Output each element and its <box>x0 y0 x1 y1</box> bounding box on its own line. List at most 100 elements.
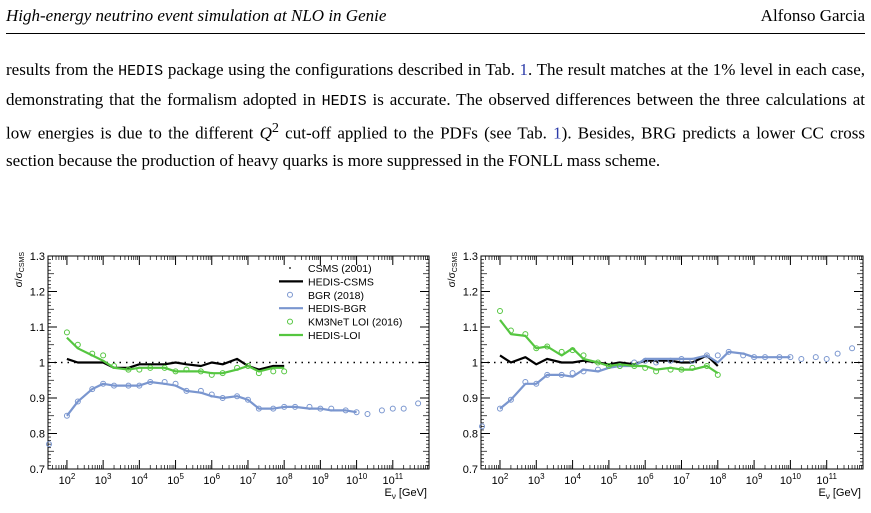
y-tick-label: 0.9 <box>463 393 478 405</box>
point-bgr-2018 <box>798 355 805 362</box>
legend-label: HEDIS-LOI <box>308 330 361 342</box>
tick-exponent: 8 <box>722 472 727 481</box>
x-tick-label: 1011 <box>383 472 404 487</box>
series-hedis-bgr <box>66 380 357 417</box>
y-label-main: σ/σ <box>14 271 25 287</box>
point-km3net-loi-2016 <box>281 368 288 375</box>
point-bgr-2018 <box>46 441 53 448</box>
point-bgr-2018 <box>479 423 486 430</box>
point-bgr-2018 <box>714 352 721 359</box>
x-tick-label: 108 <box>709 472 726 487</box>
tick-base: 10 <box>240 475 252 487</box>
x-tick-label: 1011 <box>816 472 837 487</box>
legend-marker <box>287 318 293 325</box>
y-axis-label: σ/σCSMS <box>447 252 459 288</box>
tick-base: 10 <box>276 475 288 487</box>
y-axis-label: σ/σCSMS <box>14 252 26 288</box>
point-bgr-2018 <box>389 405 396 412</box>
code-hedis: HEDIS <box>118 63 164 80</box>
legend-label: HEDIS-CSMS <box>308 276 374 288</box>
table-ref-link[interactable]: 1 <box>519 60 528 79</box>
tick-base: 10 <box>383 475 395 487</box>
x-tick-label: 104 <box>131 472 148 487</box>
text-run: cut-off applied to the PDFs (see Tab. <box>278 123 554 143</box>
tick-exponent: 11 <box>829 472 838 481</box>
tick-base: 10 <box>492 475 504 487</box>
legend-label: HEDIS-BGR <box>308 303 367 315</box>
x-tick-label: 109 <box>312 472 329 487</box>
tick-exponent: 7 <box>685 472 690 481</box>
header-rule <box>6 33 865 34</box>
figure-right: 0.7 0.8 0.9 1 1.1 1.2 1.3 102 103 104 105 106 107 108… <box>437 244 871 508</box>
tick-base: 10 <box>203 475 215 487</box>
x-label-unit: [GeV] <box>396 487 427 499</box>
x-label-unit: [GeV] <box>830 487 861 499</box>
x-tick-label: 108 <box>276 472 293 487</box>
tick-exponent: 2 <box>71 472 76 481</box>
x-tick-label: 109 <box>746 472 763 487</box>
y-tick-label: 1.3 <box>463 251 478 263</box>
tick-base: 10 <box>95 475 107 487</box>
point-bgr-2018 <box>812 354 819 361</box>
legend-marker <box>289 267 291 269</box>
tick-base: 10 <box>59 475 71 487</box>
text-run: results from the <box>6 60 119 79</box>
code-hedis: HEDIS <box>321 92 367 110</box>
y-tick-label: 0.7 <box>463 464 478 476</box>
tick-exponent: 5 <box>613 472 618 481</box>
q-exponent: 2 <box>271 120 279 137</box>
page-header: High-energy neutrino event simulation at… <box>6 2 865 32</box>
table-ref-link[interactable]: 1 <box>553 123 562 143</box>
figure-left: 0.7 0.8 0.9 1 1.1 1.2 1.3 102 103 104 105 106 107 108… <box>0 244 435 508</box>
y-label-main: σ/σ <box>447 271 458 287</box>
tick-base: 10 <box>780 475 792 487</box>
legend-label: CSMS (2001) <box>308 263 372 275</box>
point-bgr-2018 <box>63 412 70 419</box>
x-tick-label: 105 <box>601 472 618 487</box>
y-tick-label: 1.1 <box>30 322 45 334</box>
tick-exponent: 7 <box>252 472 257 481</box>
tick-exponent: 5 <box>179 472 184 481</box>
text-run: is accurate. The observed differences be… <box>6 89 865 143</box>
x-tick-label: 103 <box>95 472 112 487</box>
series-hedis-loi <box>499 319 719 375</box>
point-bgr-2018 <box>89 386 96 393</box>
x-label-symbol: E <box>818 487 825 499</box>
x-tick-label: 107 <box>673 472 690 487</box>
tick-exponent: 2 <box>504 472 509 481</box>
q-symbol: Q <box>259 123 272 143</box>
running-author: Alfonso Garcia <box>760 6 865 25</box>
tick-exponent: 4 <box>143 472 148 481</box>
point-bgr-2018 <box>834 350 841 357</box>
tick-exponent: 9 <box>758 472 763 481</box>
point-km3net-loi-2016 <box>270 368 277 375</box>
y-tick-label: 0.9 <box>30 393 45 405</box>
series-hedis-csms <box>499 354 719 367</box>
tick-base: 10 <box>816 475 828 487</box>
x-tick-label: 1010 <box>346 472 368 487</box>
x-label-subscript: ν <box>392 492 396 501</box>
series-hedis-bgr <box>499 350 791 410</box>
y-tick-label: 1 <box>472 358 478 370</box>
legend-label: KM3NeT LOI (2016) <box>308 317 402 329</box>
y-tick-label: 0.8 <box>30 429 45 441</box>
y-tick-label: 1 <box>39 358 45 370</box>
y-tick-label: 1.3 <box>30 251 45 263</box>
text-run: ). Besides, BRG predicts a lower CC cros… <box>6 123 865 171</box>
x-tick-label: 1010 <box>780 472 802 487</box>
tick-exponent: 8 <box>288 472 293 481</box>
y-tick-label: 0.8 <box>463 429 478 441</box>
point-km3net-loi-2016 <box>63 329 70 336</box>
x-tick-label: 106 <box>637 472 654 487</box>
tick-exponent: 10 <box>358 472 367 481</box>
tick-exponent: 6 <box>649 472 654 481</box>
y-tick-label: 1.2 <box>463 287 478 299</box>
x-tick-label: 105 <box>167 472 184 487</box>
x-label-symbol: E <box>384 487 391 499</box>
point-bgr-2018 <box>849 345 856 352</box>
point-bgr-2018 <box>400 405 407 412</box>
y-tick-label: 1.1 <box>463 322 478 334</box>
x-tick-label: 107 <box>240 472 257 487</box>
tick-base: 10 <box>673 475 685 487</box>
